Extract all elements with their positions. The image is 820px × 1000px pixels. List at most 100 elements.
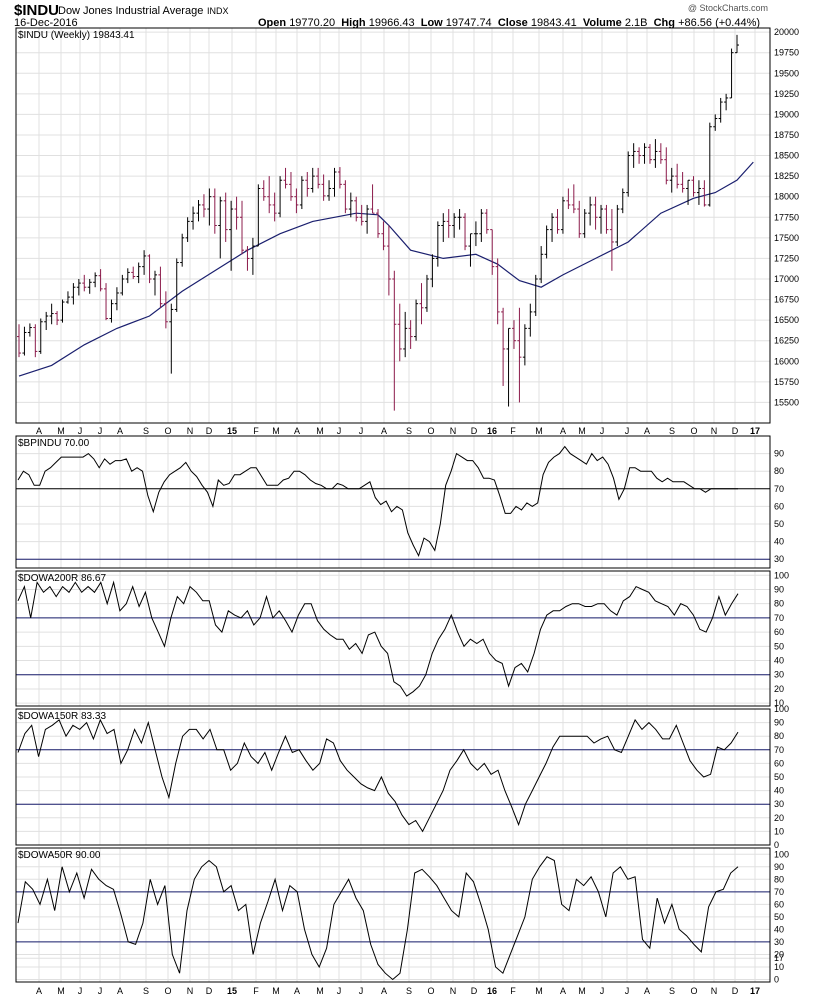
close-value: 19843.41 <box>530 17 577 29</box>
x-tick-label: F <box>253 426 259 436</box>
x-tick-label: O <box>690 986 697 996</box>
y-tick-label: 10 <box>774 962 784 972</box>
y-tick-label: 17750 <box>774 212 799 222</box>
y-tick-label: 20 <box>774 684 784 694</box>
x-tick-label: 15 <box>227 426 237 436</box>
x-tick-label: A <box>294 426 300 436</box>
moving-average-line <box>18 161 754 377</box>
y-tick-label: 15750 <box>774 377 799 387</box>
x-tick-label: 16 <box>487 986 497 996</box>
y-tick-label: 17000 <box>774 274 799 284</box>
y-tick-label: 18750 <box>774 130 799 140</box>
volume-value: 2.1B <box>624 17 648 29</box>
exchange-label: INDX <box>207 6 229 16</box>
x-tick-label: J <box>625 986 630 996</box>
y-tick-label: 90 <box>774 862 784 872</box>
x-tick-label: J <box>337 986 342 996</box>
x-tick-label: N <box>187 986 194 996</box>
x-tick-label: M <box>57 986 65 996</box>
y-tick-label: 19750 <box>774 48 799 58</box>
high-label: High <box>341 17 366 29</box>
close-label: Close <box>497 17 528 29</box>
x-tick-label: J <box>359 986 364 996</box>
indicator-line <box>17 445 738 558</box>
y-tick-label: 17250 <box>774 253 799 263</box>
x-tick-label: S <box>669 986 675 996</box>
y-tick-label: 100 <box>774 849 789 859</box>
x-tick-label: D <box>206 426 213 436</box>
low-value: 19747.74 <box>445 17 492 29</box>
y-tick-label: 17 <box>774 953 784 963</box>
panel-legend: $DOWA200R 86.67 <box>18 573 106 584</box>
y-tick-label: 20 <box>774 949 784 959</box>
y-tick-label: 16250 <box>774 336 799 346</box>
y-tick-label: 40 <box>774 786 784 796</box>
x-tick-label: A <box>294 986 300 996</box>
x-tick-label: D <box>471 426 478 436</box>
x-tick-label: J <box>337 426 342 436</box>
y-tick-label: 70 <box>774 745 784 755</box>
x-tick-label: N <box>711 986 718 996</box>
x-tick-label: M <box>578 986 586 996</box>
y-tick-label: 10 <box>774 826 784 836</box>
y-tick-label: 80 <box>774 731 784 741</box>
x-tick-label: 17 <box>750 426 760 436</box>
y-tick-label: 50 <box>774 912 784 922</box>
x-tick-label: J <box>359 426 364 436</box>
x-tick-label: A <box>644 426 650 436</box>
y-tick-label: 50 <box>774 772 784 782</box>
y-tick-label: 10 <box>774 698 784 708</box>
y-tick-label: 16500 <box>774 315 799 325</box>
x-tick-label: A <box>381 986 387 996</box>
y-tick-label: 80 <box>774 466 784 476</box>
y-tick-label: 50 <box>774 641 784 651</box>
x-tick-label: M <box>535 426 543 436</box>
x-tick-label: J <box>78 986 83 996</box>
chg-label: Chg <box>653 17 675 29</box>
x-tick-label: A <box>117 426 123 436</box>
volume-label: Volume <box>582 17 622 29</box>
x-tick-label: J <box>98 426 103 436</box>
x-tick-label: A <box>644 986 650 996</box>
panel-legend: $BPINDU 70.00 <box>18 438 90 449</box>
x-tick-label: M <box>578 426 586 436</box>
y-tick-label: 17500 <box>774 233 799 243</box>
y-tick-label: 40 <box>774 537 784 547</box>
chg-value: +86.56 (+0.44%) <box>678 17 761 29</box>
y-tick-label: 19000 <box>774 109 799 119</box>
x-tick-label: J <box>98 986 103 996</box>
quote-date: 16-Dec-2016 <box>14 17 78 29</box>
x-tick-label: A <box>560 986 566 996</box>
symbol-title: $INDU <box>14 2 60 19</box>
y-tick-label: 20000 <box>774 27 799 37</box>
x-tick-label: F <box>510 986 516 996</box>
x-tick-label: M <box>316 986 324 996</box>
x-tick-label: O <box>690 426 697 436</box>
x-tick-label: D <box>206 986 213 996</box>
y-tick-label: 90 <box>774 449 784 459</box>
indicator-line <box>17 856 739 981</box>
y-tick-label: 30 <box>774 554 784 564</box>
y-tick-label: 18250 <box>774 171 799 181</box>
y-tick-label: 30 <box>774 670 784 680</box>
x-tick-label: N <box>450 986 457 996</box>
y-tick-label: 80 <box>774 874 784 884</box>
x-tick-label: O <box>164 426 171 436</box>
x-tick-label: S <box>669 426 675 436</box>
y-tick-label: 90 <box>774 718 784 728</box>
x-tick-label: M <box>272 426 280 436</box>
indicator-line <box>17 580 739 697</box>
y-tick-label: 30 <box>774 799 784 809</box>
y-tick-label: 0 <box>774 974 779 984</box>
y-tick-label: 16750 <box>774 295 799 305</box>
index-name: Dow Jones Industrial Average <box>58 5 204 17</box>
y-tick-label: 40 <box>774 656 784 666</box>
x-tick-label: A <box>560 426 566 436</box>
low-label: Low <box>420 17 443 29</box>
y-tick-label: 15500 <box>774 397 799 407</box>
y-tick-label: 19250 <box>774 89 799 99</box>
high-value: 19966.43 <box>368 17 415 29</box>
y-tick-label: 50 <box>774 519 784 529</box>
x-tick-label: D <box>732 426 739 436</box>
